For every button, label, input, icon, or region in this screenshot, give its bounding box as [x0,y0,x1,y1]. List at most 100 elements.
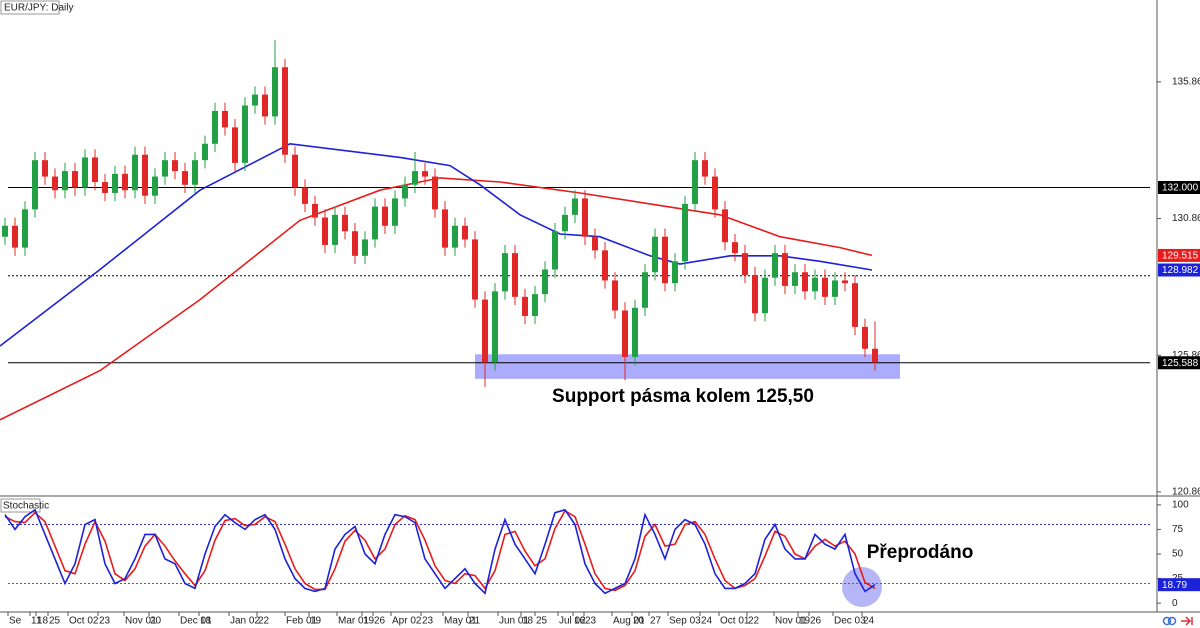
candle-body [342,214,348,232]
candle-body [822,277,828,297]
panel [4,508,1150,595]
price-tag-label: 129.515 [1162,251,1199,262]
x-tick-label: Jul 02 [559,616,586,627]
x-tick-label: Jun 01 [499,616,529,627]
candle-body [402,184,408,199]
candle-body [582,198,588,237]
candle-body [62,171,68,191]
candle-body [652,236,658,273]
candle-body [872,348,878,363]
candle-body [302,187,308,204]
candle-body [722,209,728,243]
candle-body [532,294,538,316]
candle-body [92,157,98,183]
candle-body [852,283,858,327]
candle-body [482,299,488,363]
panel-title: Stochastic [3,501,49,512]
price-tag-label: 125.588 [1162,358,1199,369]
y-tick-label: 120.864 [1172,487,1200,498]
candle-body [712,176,718,210]
candle-body [202,143,208,161]
candle-body [502,253,508,292]
candle-body [682,203,688,262]
price-tag-label: 132.000 [1162,183,1199,194]
x-tick-label: Dec 01 [180,616,212,627]
candle-body [232,127,238,163]
candle-body [22,209,28,248]
x-tick-label: Dec 03 [834,616,866,627]
icon[interactable] [1162,616,1172,626]
candle-body [52,176,58,191]
candle-body [472,239,478,300]
x-tick-label: 11 [31,616,42,627]
candle-body [282,67,288,155]
y-tick-label: 100 [1172,500,1189,511]
x-tick-label: 16 [574,616,586,627]
candle-body [802,272,808,292]
x-tick-label: 19 [363,616,375,627]
candle-body [312,203,318,218]
x-tick-label: 23 [99,616,111,627]
x-tick-label: 25 [49,616,61,627]
candle-body [192,160,198,185]
candle-body [572,198,578,215]
x-tick-label: 24 [863,616,875,627]
x-tick-label: Feb 01 [286,616,318,627]
candle-body [72,171,78,188]
title-box [0,498,41,513]
candle-body [732,242,738,254]
candle-body [742,253,748,275]
x-tick-label: 18 [37,616,49,627]
candle-body [452,225,458,248]
candle-body [102,182,108,193]
candle-body [782,253,788,286]
candle-body [632,307,638,357]
candle-body [372,206,378,240]
candle-body [812,277,818,292]
x-tick-label: Nov 01 [775,616,807,627]
candle-body [442,209,448,248]
candle-body [432,176,438,210]
x-tick-label: Oct 01 [720,616,750,627]
x-tick-label: 18 [522,616,534,627]
candle-body [162,160,168,177]
candle-body [242,105,248,163]
candle-body [842,280,848,284]
candle-body [462,225,468,240]
candle-body [522,296,528,316]
x-tick-label: Sep 03 [669,616,701,627]
x-tick-label: 22 [748,616,760,627]
candle-body [702,160,708,177]
candle-body [42,160,48,177]
candle-body [82,157,88,188]
candle-body [642,272,648,308]
annotation: Support pásma kolem 125,50 [552,386,814,407]
candle-body [352,231,358,256]
candle-body [762,277,768,314]
price-tag [1158,263,1200,277]
candle-body [152,176,158,196]
x-tick-label: Mar 01 [338,616,370,627]
candle-body [622,310,628,357]
icon[interactable] [1181,616,1193,626]
toolbar-icons[interactable] [1162,616,1193,626]
candle-body [122,173,128,191]
x-tick-label: Se [9,616,22,627]
y-tick-label: 125.864 [1172,350,1200,361]
candle-body [172,160,178,172]
icon[interactable] [1167,616,1177,626]
title-box [0,0,60,15]
x-tick-label: 22 [258,616,270,627]
x-tick-label: 20 [150,616,162,627]
candle-body [1,225,8,237]
x-tick-label: Nov 01 [125,616,157,627]
line-series [4,508,876,595]
candle-body [222,110,228,128]
candle-body [772,253,778,278]
price-tag-label: 128.982 [1162,265,1199,276]
x-tick-label: 26 [374,616,386,627]
candle-body [612,280,618,311]
candle-body [512,253,518,297]
